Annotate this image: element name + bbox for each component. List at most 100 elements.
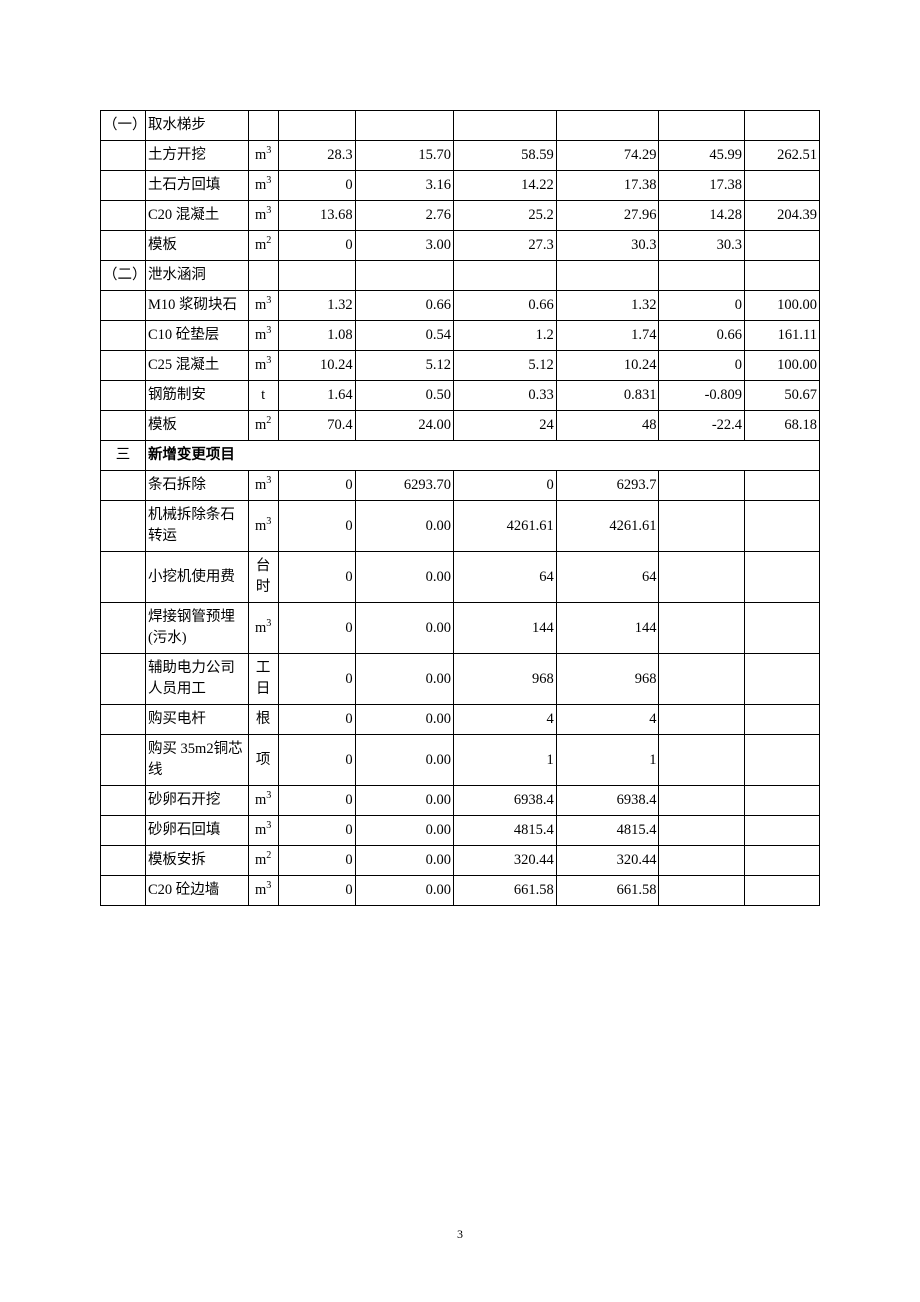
value-col-5 — [659, 786, 745, 816]
value-col-5 — [659, 111, 745, 141]
item-name: 条石拆除 — [145, 471, 248, 501]
value-col-6: 204.39 — [745, 201, 820, 231]
row-index — [101, 654, 146, 705]
value-col-2: 5.12 — [355, 351, 453, 381]
table-row: 焊接钢管预埋(污水)m300.00144144 — [101, 603, 820, 654]
table-row: M10 浆砌块石m31.320.660.661.320100.00 — [101, 291, 820, 321]
table-row: C25 混凝土m310.245.125.1210.240100.00 — [101, 351, 820, 381]
value-col-1: 1.64 — [278, 381, 355, 411]
unit-cell — [248, 261, 278, 291]
item-name: C20 混凝土 — [145, 201, 248, 231]
item-name: 钢筋制安 — [145, 381, 248, 411]
table-row: 钢筋制安t1.640.500.330.831-0.80950.67 — [101, 381, 820, 411]
value-col-2: 15.70 — [355, 141, 453, 171]
item-name: C20 砼边墙 — [145, 876, 248, 906]
value-col-3: 64 — [454, 552, 557, 603]
value-col-2: 3.00 — [355, 231, 453, 261]
value-col-2: 0.66 — [355, 291, 453, 321]
item-name: C25 混凝土 — [145, 351, 248, 381]
value-col-2 — [355, 261, 453, 291]
item-name: 模板安拆 — [145, 846, 248, 876]
unit-cell: m3 — [248, 201, 278, 231]
value-col-4: 144 — [556, 603, 659, 654]
value-col-1: 0 — [278, 231, 355, 261]
row-index — [101, 141, 146, 171]
table-row: 条石拆除m306293.7006293.7 — [101, 471, 820, 501]
value-col-3: 58.59 — [454, 141, 557, 171]
value-col-6 — [745, 846, 820, 876]
value-col-3: 6938.4 — [454, 786, 557, 816]
value-col-5 — [659, 471, 745, 501]
item-name: 焊接钢管预埋(污水) — [145, 603, 248, 654]
value-col-2: 0.00 — [355, 876, 453, 906]
value-col-4: 1.74 — [556, 321, 659, 351]
value-col-5 — [659, 603, 745, 654]
value-col-1 — [278, 261, 355, 291]
page-number: 3 — [0, 1227, 920, 1242]
row-index — [101, 351, 146, 381]
unit-cell: t — [248, 381, 278, 411]
unit-cell: m2 — [248, 411, 278, 441]
value-col-3: 1.2 — [454, 321, 557, 351]
item-name: 模板 — [145, 411, 248, 441]
unit-cell — [248, 111, 278, 141]
row-index: （二） — [101, 261, 146, 291]
value-col-4: 74.29 — [556, 141, 659, 171]
value-col-6: 50.67 — [745, 381, 820, 411]
value-col-3: 0.66 — [454, 291, 557, 321]
value-col-6: 68.18 — [745, 411, 820, 441]
value-col-6: 161.11 — [745, 321, 820, 351]
value-col-5 — [659, 261, 745, 291]
unit-cell: 台时 — [248, 552, 278, 603]
table-row: （一）取水梯步 — [101, 111, 820, 141]
table-row: 小挖机使用费台时00.006464 — [101, 552, 820, 603]
value-col-4: 968 — [556, 654, 659, 705]
item-name: 取水梯步 — [145, 111, 248, 141]
value-col-5: 0 — [659, 291, 745, 321]
value-col-5 — [659, 735, 745, 786]
value-col-3: 24 — [454, 411, 557, 441]
value-col-3: 5.12 — [454, 351, 557, 381]
item-name: 模板 — [145, 231, 248, 261]
value-col-6 — [745, 231, 820, 261]
value-col-5: 14.28 — [659, 201, 745, 231]
value-col-4: 6293.7 — [556, 471, 659, 501]
row-index — [101, 381, 146, 411]
item-name: 泄水涵洞 — [145, 261, 248, 291]
row-index — [101, 411, 146, 441]
value-col-6 — [745, 735, 820, 786]
table-row: 模板m203.0027.330.330.3 — [101, 231, 820, 261]
unit-cell: m3 — [248, 291, 278, 321]
table-row: C20 混凝土m313.682.7625.227.9614.28204.39 — [101, 201, 820, 231]
row-index — [101, 471, 146, 501]
unit-cell: m3 — [248, 171, 278, 201]
section-index: 三 — [101, 441, 146, 471]
quantities-table: （一）取水梯步土方开挖m328.315.7058.5974.2945.99262… — [100, 110, 820, 906]
value-col-2: 2.76 — [355, 201, 453, 231]
value-col-4: 4261.61 — [556, 501, 659, 552]
value-col-6 — [745, 786, 820, 816]
value-col-2: 0.00 — [355, 705, 453, 735]
value-col-6 — [745, 471, 820, 501]
value-col-1: 10.24 — [278, 351, 355, 381]
value-col-5: 0.66 — [659, 321, 745, 351]
row-index — [101, 735, 146, 786]
value-col-3 — [454, 261, 557, 291]
table-row: 土石方回填m303.1614.2217.3817.38 — [101, 171, 820, 201]
value-col-3: 1 — [454, 735, 557, 786]
unit-cell: 项 — [248, 735, 278, 786]
row-index — [101, 816, 146, 846]
table-row: （二）泄水涵洞 — [101, 261, 820, 291]
value-col-1: 1.32 — [278, 291, 355, 321]
unit-cell: m3 — [248, 603, 278, 654]
unit-cell: m2 — [248, 231, 278, 261]
row-index — [101, 201, 146, 231]
value-col-6 — [745, 111, 820, 141]
value-col-4: 1 — [556, 735, 659, 786]
row-index — [101, 705, 146, 735]
value-col-6: 100.00 — [745, 291, 820, 321]
value-col-2 — [355, 111, 453, 141]
value-col-6 — [745, 654, 820, 705]
value-col-5: 45.99 — [659, 141, 745, 171]
item-name: 小挖机使用费 — [145, 552, 248, 603]
